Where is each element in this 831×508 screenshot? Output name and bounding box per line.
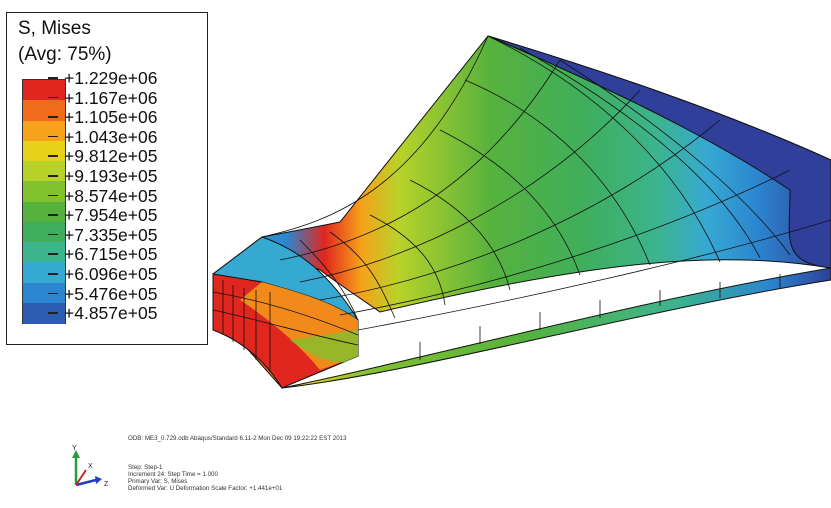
legend-level-label: +5.476e+05 [48,285,157,303]
legend-level-label: +6.096e+05 [48,265,157,283]
legend-level-label: +7.335e+05 [48,226,157,244]
axis-triad-icon: Y X Z [72,445,109,488]
front-face-green [290,330,358,363]
legend-subtitle: (Avg: 75%) [18,44,112,65]
legend-level-label: +9.812e+05 [48,147,157,165]
legend-swatch [23,242,65,263]
increment-info: Increment 24: Step Time = 1.000 [128,471,218,478]
z-axis-arrow [75,478,97,487]
legend-level-label: +8.574e+05 [48,187,157,205]
legend-level-label: +1.043e+06 [48,128,157,146]
stress-contour-model [212,35,831,389]
legend-title: S, Mises [18,18,91,39]
legend-swatch [23,262,65,283]
x-axis-label: X [88,463,93,470]
mesh-lines [212,35,831,372]
step-info: Step: Step-1 [128,464,163,471]
legend-level-label: +7.954e+05 [48,206,157,224]
deformed-var-info: Deformed Var: U Deformation Scale Factor… [128,485,283,492]
legend-swatch [23,181,65,202]
primary-var-info: Primary Var: S, Mises [128,478,188,485]
odb-info-line: ODB: ME3_0.729.odb Abaqus/Standard 6.11-… [128,435,347,442]
z-axis-label: Z [104,481,109,488]
legend-level-label: +6.715e+05 [48,245,157,263]
legend-swatch [23,302,65,324]
legend-level-label: +1.229e+06 [48,69,157,87]
legend-swatch [23,80,65,101]
legend-level-label: +4.857e+05 [48,304,157,322]
legend-level-label: +1.167e+06 [48,89,157,107]
y-axis-label: Y [72,445,77,452]
legend-swatch [23,201,65,223]
legend-swatch [23,161,65,182]
legend-swatch [23,221,65,243]
legend-swatch [23,282,65,304]
legend-level-label: +1.105e+06 [48,108,157,126]
legend-swatch [23,100,65,121]
legend-level-label: +9.193e+05 [48,167,157,185]
x-axis-arrow [75,469,87,486]
